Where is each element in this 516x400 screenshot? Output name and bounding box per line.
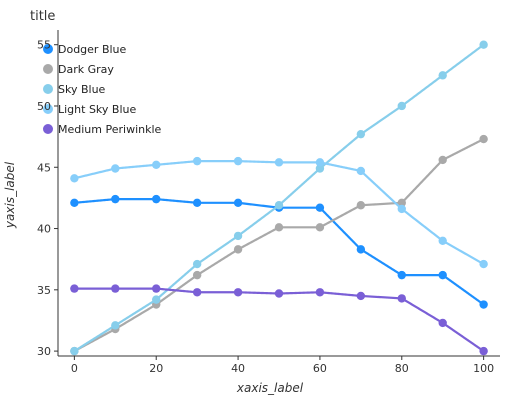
data-point	[356, 291, 366, 301]
y-tick-label: 50	[37, 100, 51, 113]
data-point	[152, 295, 161, 304]
y-axis-label: yaxis_label	[3, 161, 17, 229]
chart-title: title	[30, 9, 55, 24]
legend: Dodger Blue Dark Gray Sky Blue Light Sky Bl…	[43, 43, 162, 136]
x-tick-label: 80	[395, 362, 409, 375]
data-point	[111, 194, 120, 204]
legend-marker	[43, 64, 53, 74]
x-tick-label: 100	[473, 362, 494, 375]
legend-marker	[43, 84, 53, 94]
legend-label: Medium Periwinkle	[58, 123, 162, 136]
series-layer	[70, 40, 488, 356]
data-point	[356, 129, 366, 139]
legend-label: Dark Gray	[58, 63, 114, 76]
data-point	[438, 71, 447, 80]
data-point	[356, 245, 366, 254]
series-light-sky-blue	[70, 156, 488, 269]
plot-area	[70, 40, 488, 356]
data-point	[233, 288, 243, 297]
data-point	[192, 259, 202, 269]
x-ticks: 0 20 40 60 80 100	[71, 356, 494, 375]
x-tick-label: 60	[313, 362, 327, 375]
data-point	[397, 294, 406, 303]
x-tick-label: 40	[231, 362, 245, 375]
legend-marker	[43, 44, 53, 54]
legend-label: Light Sky Blue	[58, 103, 136, 116]
data-point	[233, 156, 243, 166]
data-point	[315, 223, 325, 232]
series-line	[74, 160, 485, 266]
data-point	[274, 158, 284, 167]
series-line	[73, 138, 485, 353]
data-point	[479, 259, 488, 269]
data-point	[70, 174, 79, 183]
legend-label: Dodger Blue	[58, 43, 127, 56]
data-point	[397, 101, 406, 111]
data-point	[70, 346, 79, 356]
data-point	[397, 204, 406, 214]
data-point	[479, 300, 488, 309]
data-point	[479, 40, 488, 49]
data-point	[111, 284, 120, 293]
data-point	[152, 284, 161, 293]
series-line	[74, 287, 485, 353]
series-line	[73, 43, 485, 353]
data-point	[70, 284, 79, 293]
data-point	[233, 198, 243, 208]
data-point	[192, 270, 202, 280]
data-point	[192, 198, 202, 208]
data-point	[438, 318, 447, 328]
data-point	[192, 288, 202, 297]
data-point	[356, 166, 366, 176]
data-point	[315, 288, 325, 297]
data-point	[479, 134, 488, 144]
data-point	[70, 198, 79, 208]
x-tick-label: 0	[71, 362, 78, 375]
data-point	[397, 198, 406, 208]
series-medium-periwinkle	[70, 284, 488, 356]
data-point	[111, 164, 120, 173]
y-ticks: 30 35 40 45 50 55	[37, 39, 58, 358]
y-tick-label: 40	[37, 223, 51, 236]
data-point	[315, 158, 325, 167]
y-tick-label: 55	[37, 39, 51, 52]
data-point	[152, 194, 161, 204]
data-point	[397, 270, 406, 280]
data-point	[479, 346, 488, 356]
data-point	[274, 223, 284, 232]
axes: 0 20 40 60 80 100 30 35 40 45 50 55	[37, 30, 500, 375]
x-axis-label: xaxis_label	[236, 381, 304, 395]
data-point	[111, 321, 120, 330]
data-point	[274, 201, 284, 210]
data-point	[152, 160, 161, 170]
data-point	[438, 270, 447, 280]
legend-marker	[43, 104, 53, 114]
data-point	[438, 236, 447, 245]
series-sky-blue	[70, 40, 488, 356]
y-tick-label: 35	[37, 284, 51, 297]
data-point	[233, 231, 243, 241]
legend-label: Sky Blue	[58, 83, 106, 96]
y-tick-label: 30	[37, 345, 51, 358]
data-point	[274, 289, 284, 298]
data-point	[315, 164, 325, 173]
x-tick-label: 20	[149, 362, 163, 375]
data-point	[315, 203, 325, 212]
data-point	[192, 156, 202, 166]
legend-marker	[43, 124, 53, 134]
data-point	[438, 155, 447, 165]
y-tick-label: 45	[37, 161, 51, 174]
data-point	[356, 201, 366, 210]
data-point	[233, 245, 243, 254]
